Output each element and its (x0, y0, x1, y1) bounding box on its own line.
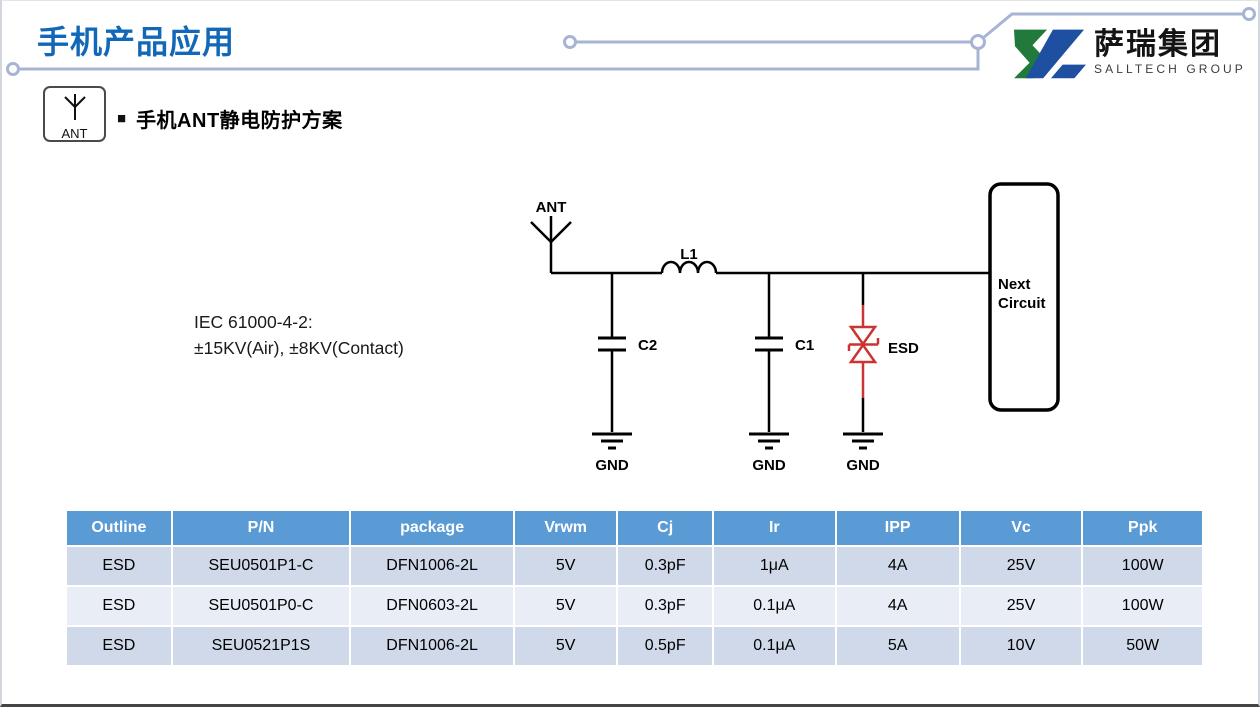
col-header-pn: P/N (170, 509, 352, 547)
esd-diode-icon (847, 305, 880, 398)
iec-line1: IEC 61000-4-2: (194, 312, 313, 332)
ant-icon-box: ANT (43, 86, 106, 142)
next-circuit-label-line1: Next (998, 276, 1031, 293)
main-wire (551, 260, 990, 275)
cell-pn: SEU0521P1S (170, 625, 352, 667)
cell-cj: 0.3pF (616, 545, 714, 587)
section-heading: ■ 手机ANT静电防护方案 (117, 104, 343, 133)
company-logo: 萨瑞集团 SALLTECH GROUP (1014, 25, 1246, 81)
cell-ir: 1μA (711, 545, 837, 587)
cell-ir: 0.1μA (711, 585, 837, 627)
logo-name-en: SALLTECH GROUP (1094, 62, 1246, 76)
table-row: ESD SEU0501P1-C DFN1006-2L 5V 0.3pF 1μA … (65, 545, 1204, 587)
capacitor-c2-icon (598, 273, 626, 432)
ant-label: ANT (536, 199, 567, 216)
cell-package: DFN1006-2L (349, 545, 515, 587)
col-header-ppk: Ppk (1081, 509, 1204, 547)
logo-text: 萨瑞集团 SALLTECH GROUP (1094, 29, 1246, 77)
cell-vc: 25V (958, 585, 1084, 627)
cell-vrwm: 5V (512, 585, 619, 627)
esd-label: ESD (888, 340, 919, 357)
cell-vc: 25V (958, 545, 1084, 587)
col-header-package: package (349, 509, 515, 547)
col-header-ipp: IPP (834, 509, 961, 547)
col-header-outline: Outline (65, 509, 173, 547)
col-header-cj: Cj (616, 509, 714, 547)
cell-package: DFN1006-2L (349, 625, 515, 667)
cell-outline: ESD (65, 585, 173, 627)
gnd-label-c1: GND (752, 457, 786, 474)
cell-ipp: 4A (834, 585, 961, 627)
inductor-icon (660, 260, 718, 274)
c1-label: C1 (795, 337, 814, 354)
cell-ipp: 5A (834, 625, 961, 667)
spec-table: Outline P/N package Vrwm Cj Ir IPP Vc Pp… (65, 509, 1204, 667)
ant-box-label: ANT (61, 126, 88, 141)
cell-ppk: 100W (1081, 545, 1204, 587)
table-header-row: Outline P/N package Vrwm Cj Ir IPP Vc Pp… (65, 509, 1204, 547)
iec-standard-note: IEC 61000-4-2: ±15KV(Air), ±8KV(Contact) (194, 309, 404, 361)
iec-line2: ±15KV(Air), ±8KV(Contact) (194, 338, 404, 358)
cell-package: DFN0603-2L (349, 585, 515, 627)
next-circuit-box (988, 182, 1060, 412)
cell-vrwm: 5V (512, 625, 619, 667)
col-header-ir: Ir (711, 509, 837, 547)
ground-icon (592, 432, 632, 450)
cell-pn: SEU0501P0-C (170, 585, 352, 627)
logo-name-cn: 萨瑞集团 (1094, 28, 1222, 61)
next-circuit-label-line2: Circuit (998, 295, 1046, 312)
gnd-label-c2: GND (595, 457, 629, 474)
cell-vrwm: 5V (512, 545, 619, 587)
ground-icon (749, 432, 789, 450)
antenna-symbol (530, 216, 572, 273)
cell-ppk: 50W (1081, 625, 1204, 667)
cell-ir: 0.1μA (711, 625, 837, 667)
cell-outline: ESD (65, 545, 173, 587)
table-row: ESD SEU0521P1S DFN1006-2L 5V 0.5pF 0.1μA… (65, 625, 1204, 667)
esd-protection-schematic: ANT L1 C2 GND (530, 182, 1060, 474)
col-header-vrwm: Vrwm (512, 509, 619, 547)
page-title: 手机产品应用 (37, 24, 236, 60)
logo-mark-icon (1014, 29, 1086, 79)
cell-vc: 10V (958, 625, 1084, 667)
inductor-label: L1 (680, 246, 698, 263)
col-header-vc: Vc (958, 509, 1084, 547)
cell-cj: 0.5pF (616, 625, 714, 667)
cell-pn: SEU0501P1-C (170, 545, 352, 587)
cell-ppk: 100W (1081, 585, 1204, 627)
c2-label: C2 (638, 337, 657, 354)
section-heading-text: 手机ANT静电防护方案 (136, 110, 343, 132)
cell-ipp: 4A (834, 545, 961, 587)
gnd-label-esd: GND (846, 457, 880, 474)
cell-cj: 0.3pF (616, 585, 714, 627)
bullet-square-icon: ■ (117, 110, 127, 127)
antenna-icon (63, 94, 86, 120)
table-row: ESD SEU0501P0-C DFN0603-2L 5V 0.3pF 0.1μ… (65, 585, 1204, 627)
ground-icon (843, 432, 883, 450)
capacitor-c1-icon (755, 273, 783, 432)
cell-outline: ESD (65, 625, 173, 667)
